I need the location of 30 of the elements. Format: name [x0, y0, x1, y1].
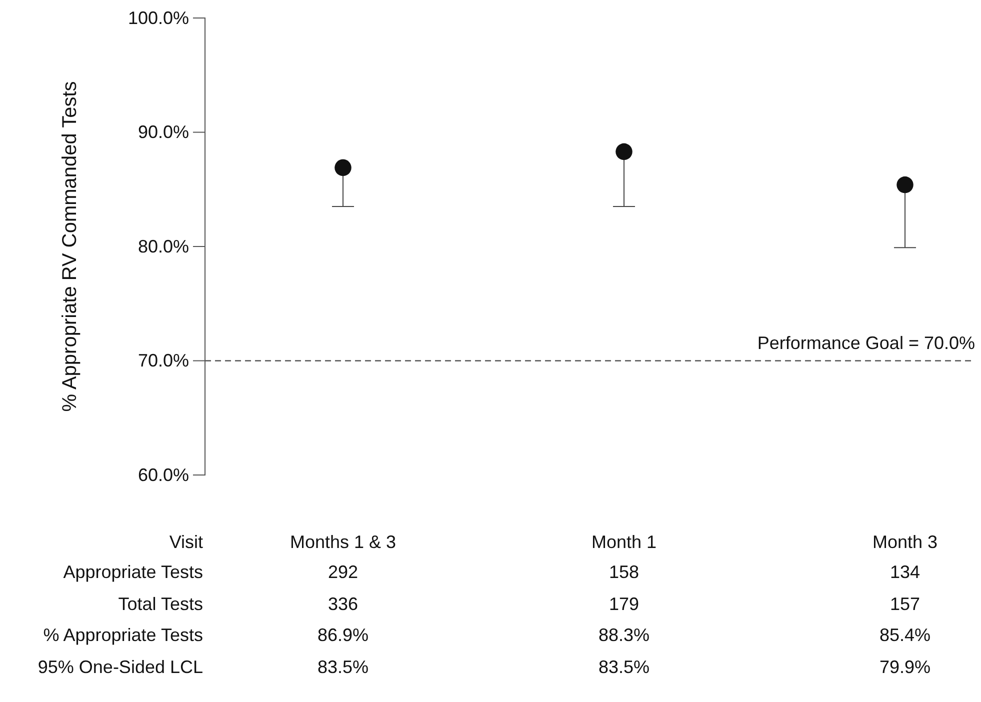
text: 83.5%	[598, 657, 650, 677]
y-tick-label: 90.0%	[138, 122, 189, 142]
y-tick-label: 70.0%	[138, 350, 189, 371]
text: % Appropriate Tests	[43, 625, 203, 645]
x-tick-label: Month 1	[591, 532, 657, 552]
text: 158	[608, 562, 640, 582]
y-tick-label: 60.0%	[138, 464, 189, 485]
data-label: 88.3%	[598, 625, 650, 645]
text: 179	[608, 594, 640, 614]
text: 134	[890, 562, 920, 582]
text: 157	[890, 594, 920, 614]
text: 83.5%	[317, 657, 369, 677]
text: Visit	[169, 532, 203, 552]
text: 95% One-Sided LCL	[38, 657, 203, 677]
text: Appropriate Tests	[63, 562, 203, 582]
text: 79.9%	[879, 657, 931, 677]
text: 336	[328, 594, 358, 614]
text: 292	[328, 562, 358, 582]
point	[616, 143, 632, 160]
y-axis-title: % Appropriate RV Commanded Tests	[59, 81, 81, 412]
data-label: 85.4%	[879, 625, 931, 645]
y-tick-label: 80.0%	[138, 236, 189, 256]
x-tick-label: Month 3	[872, 532, 938, 552]
point	[334, 159, 352, 176]
text: Total Tests	[118, 594, 203, 614]
data-label: 86.9%	[317, 625, 369, 645]
x-tick-label: Months 1 & 3	[290, 532, 396, 552]
ref-line-label: Performance Goal = 70.0%	[757, 332, 975, 353]
point	[896, 176, 914, 194]
y-tick-label: 100.0%	[128, 8, 189, 28]
